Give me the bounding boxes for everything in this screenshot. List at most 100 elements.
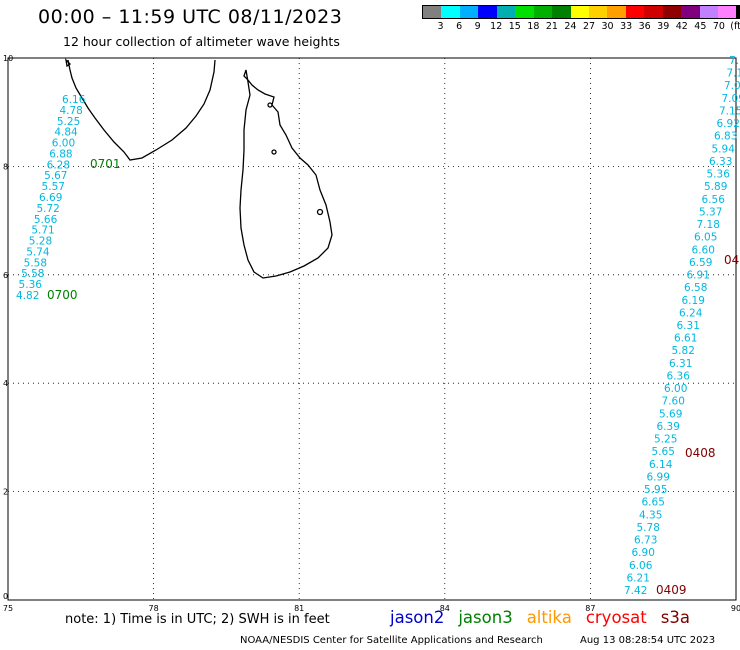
swh-value: 6.39 [657,421,680,433]
swh-value: 5.25 [654,434,677,446]
swh-value: 5.82 [672,345,695,357]
y-tick-label: 6 [3,271,8,280]
credit-text: NOAA/NESDIS Center for Satellite Applica… [240,635,543,646]
swh-value: 6.19 [682,295,705,307]
legend-swatch [478,6,497,18]
swh-value: 4.35 [639,509,662,521]
swh-value: 6.21 [627,572,650,584]
legend-swatch [496,6,516,18]
swh-value: 6.56 [702,194,726,206]
timestamp-text: Aug 13 08:28:54 UTC 2023 [580,635,716,646]
swh-value: 4.84 [54,127,78,139]
swh-value: 6.16 [62,94,86,106]
swh-value: 5.94 [712,143,736,155]
swh-value: 6.69 [39,192,62,204]
swh-value: 6.58 [684,282,707,294]
satellite-cryosat: cryosat [585,608,647,627]
swh-value: 4.82 [16,290,39,302]
swh-value: 6.92 [717,118,740,130]
swh-value: 5.58 [24,257,47,269]
legend-swatch [570,6,589,18]
swh-value: 6.33 [709,156,732,168]
map-grid [7,57,737,601]
swh-value: 7.1 [727,68,740,80]
x-tick-label: 81 [294,604,304,613]
swh-value: 6.90 [632,547,655,559]
swh-value: 4.78 [59,105,82,117]
legend-label: 24 [564,21,577,32]
map-frame [7,57,737,601]
swh-value: 6.83 [714,131,737,143]
pass-time-label: 0409 [656,583,687,597]
satellite-s3a: s3a [660,608,690,627]
swh-value: 6.91 [687,270,710,282]
swh-value: 7.0 [724,80,740,92]
legend-swatch [533,6,553,18]
swh-value: 5.37 [699,206,722,218]
axis-labels: 75 78 81 84 87 90 0 2 4 6 8 10 [3,54,740,613]
swh-value: 6.88 [49,148,72,160]
swh-value: 5.95 [644,484,667,496]
swh-value: 5.66 [34,214,58,226]
sri-lanka-coastline [239,69,333,279]
swh-value: 7. [729,55,739,67]
legend-swatch [459,6,479,18]
swh-value: 5.72 [36,203,59,215]
x-tick-label: 90 [731,604,740,613]
footnote: note: 1) Time is in UTC; 2) SWH is in fe… [65,612,330,627]
swh-value: 5.74 [26,246,50,258]
swh-value: 5.36 [707,169,731,181]
swh-value: 6.65 [642,497,665,509]
swh-value: 6.06 [629,560,653,572]
legend-label: 21 [545,21,558,32]
track-jason3: 6.164.785.254.846.006.886.285.675.576.69… [16,94,121,302]
swh-value: 6.31 [677,320,700,332]
color-legend-bar [422,5,740,19]
x-tick-label: 87 [585,604,595,613]
swh-value: 5.25 [57,116,80,128]
island [316,208,324,216]
swh-value: 5.58 [21,268,44,280]
swh-value: 5.89 [704,181,727,193]
satellite-jason3: jason3 [458,608,513,627]
y-tick-label: 10 [3,54,13,63]
legend-swatch [423,6,442,18]
swh-value: 7.15 [719,105,740,117]
legend-swatch [515,6,534,18]
legend-label: 6 [456,21,463,32]
swh-value: 6.31 [669,358,692,370]
legend-label: 27 [582,21,596,32]
page-subtitle: 12 hour collection of altimeter wave hei… [63,34,340,49]
swh-value: 7.42 [624,585,647,597]
coastline [65,58,333,279]
swh-value: 6.28 [47,159,70,171]
swh-value: 6.73 [634,535,657,547]
legend-label: 9 [474,21,481,32]
x-tick-label: 75 [3,604,13,613]
swh-value: 7.60 [662,396,685,408]
track-s3a: 7.7.17.07.097.156.926.835.946.335.365.89… [624,55,740,597]
satellite-jason2: jason2 [390,608,445,627]
legend-label: 42 [675,21,688,32]
legend-swatch [607,6,626,18]
legend-label: 3 [437,21,444,32]
swh-value: 6.60 [692,244,715,256]
swh-value: 5.69 [659,408,682,420]
legend-swatch [681,6,700,18]
legend-swatch [736,6,740,18]
legend-label: 70 [712,21,725,32]
swh-value: 5.57 [42,181,65,193]
swh-value: 5.28 [29,236,52,248]
pass-time-label: 04 [724,253,739,267]
legend-label: 39 [657,21,670,32]
legend-label: 18 [527,21,540,32]
pass-time-label: 0701 [90,157,121,171]
legend-label: 12 [490,21,503,32]
satellite-altika: altika [526,608,572,627]
india-coastline [67,59,216,161]
y-tick-label: 2 [3,488,8,497]
swh-value: 7.09 [722,93,740,105]
island [65,58,72,68]
